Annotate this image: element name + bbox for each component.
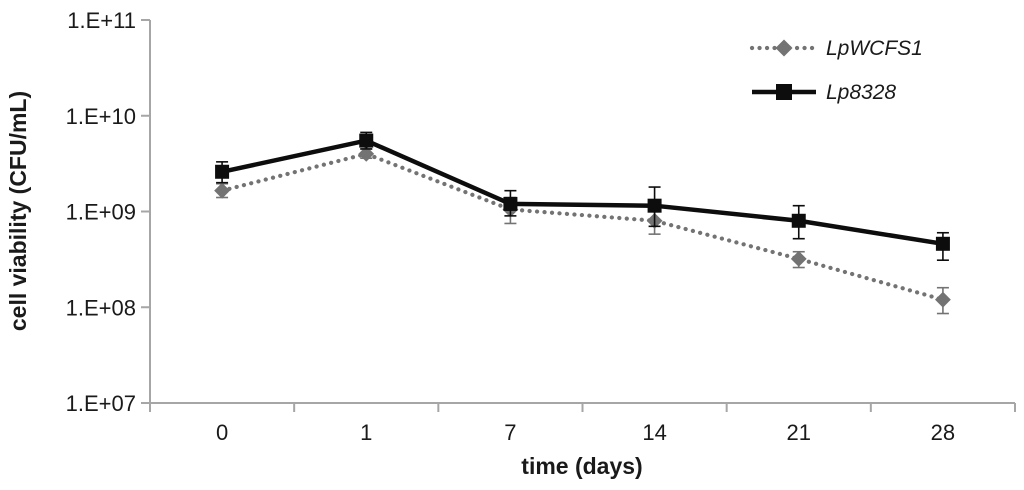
- y-tick-label: 1.E+07: [66, 391, 136, 416]
- x-tick-label: 14: [642, 420, 666, 445]
- x-axis-title: time (days): [521, 453, 642, 479]
- x-tick-label: 7: [504, 420, 516, 445]
- marker-diamond: [934, 291, 951, 308]
- x-tick-label: 1: [360, 420, 372, 445]
- legend-marker-diamond: [775, 39, 793, 57]
- legend-label: Lp8328: [826, 81, 896, 104]
- y-axis-title: cell viability (CFU/mL): [5, 91, 31, 331]
- marker-square: [215, 164, 230, 179]
- marker-square: [647, 198, 662, 213]
- y-tick-label: 1.E+09: [66, 200, 136, 225]
- series-Lp8328: [215, 131, 950, 262]
- y-tick-label: 1.E+10: [66, 104, 136, 129]
- x-tick-label: 28: [931, 420, 955, 445]
- marker-diamond: [790, 250, 807, 267]
- marker-square: [359, 133, 374, 148]
- legend-item-Lp8328: Lp8328: [752, 81, 896, 104]
- y-tick-label: 1.E+11: [67, 8, 136, 33]
- series-LpWCFS1: [214, 145, 951, 315]
- marker-square: [935, 236, 950, 251]
- marker-diamond: [358, 145, 375, 162]
- legend-layer: LpWCFS1 Lp8328: [749, 37, 923, 104]
- series-layer: [214, 131, 951, 315]
- marker-square: [503, 196, 518, 211]
- axes-layer: 1.E+11 1.E+10 1.E+09 1.E+08 1.E+07 0 1 7 14 21 28: [66, 8, 1016, 445]
- legend-marker-square: [776, 84, 792, 100]
- series-line-LpWCFS1: [219, 151, 946, 302]
- x-tick-label: 0: [216, 420, 228, 445]
- legend-item-LpWCFS1: LpWCFS1: [749, 37, 923, 60]
- marker-square: [791, 213, 806, 228]
- marker-diamond: [214, 182, 231, 199]
- y-tick-label: 1.E+08: [66, 295, 136, 320]
- legend-label: LpWCFS1: [826, 37, 923, 60]
- x-tick-label: 21: [787, 420, 811, 445]
- series-line-Lp8328: [221, 138, 944, 247]
